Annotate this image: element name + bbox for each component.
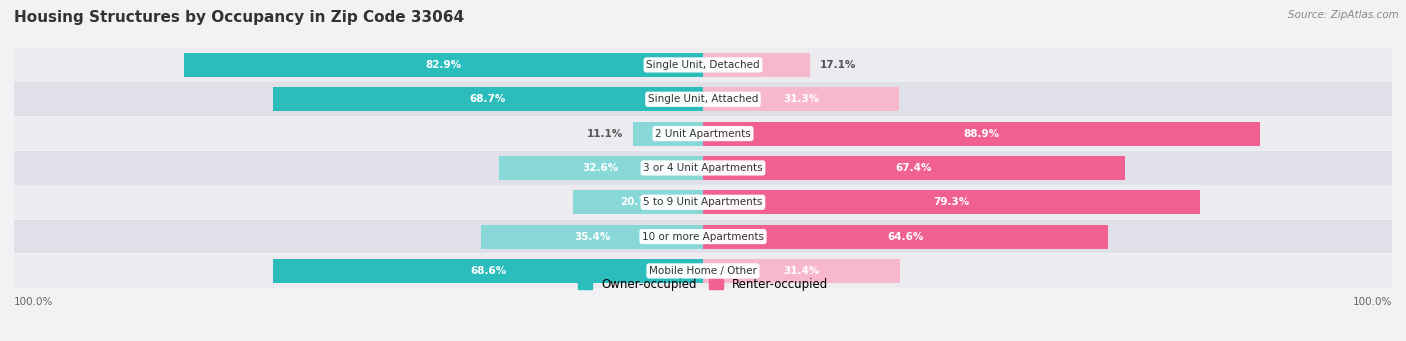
Text: 31.4%: 31.4% [783,266,820,276]
Text: 10 or more Apartments: 10 or more Apartments [643,232,763,241]
Text: 2 Unit Apartments: 2 Unit Apartments [655,129,751,138]
Bar [14,151,1392,185]
Text: 3 or 4 Unit Apartments: 3 or 4 Unit Apartments [643,163,763,173]
Text: 68.6%: 68.6% [470,266,506,276]
Bar [481,225,703,249]
Text: 5 to 9 Unit Apartments: 5 to 9 Unit Apartments [644,197,762,207]
Text: Housing Structures by Occupancy in Zip Code 33064: Housing Structures by Occupancy in Zip C… [14,10,464,25]
Text: Single Unit, Attached: Single Unit, Attached [648,94,758,104]
Bar [184,53,703,77]
Bar [703,225,1108,249]
Text: 32.6%: 32.6% [582,163,619,173]
Bar [14,48,1392,82]
Legend: Owner-occupied, Renter-occupied: Owner-occupied, Renter-occupied [572,273,834,296]
Text: 31.3%: 31.3% [783,94,820,104]
Text: 82.9%: 82.9% [426,60,461,70]
Bar [703,122,1260,146]
Bar [14,220,1392,253]
Text: 64.6%: 64.6% [887,232,924,241]
Bar [499,156,703,180]
Text: 17.1%: 17.1% [820,60,856,70]
Bar [273,87,703,111]
Bar [273,259,703,283]
Text: 68.7%: 68.7% [470,94,506,104]
Text: 35.4%: 35.4% [574,232,610,241]
Text: Source: ZipAtlas.com: Source: ZipAtlas.com [1288,10,1399,20]
Bar [703,87,898,111]
Text: 100.0%: 100.0% [14,297,53,307]
Bar [703,190,1199,214]
Bar [634,122,703,146]
Bar [14,186,1392,219]
Text: 100.0%: 100.0% [1353,297,1392,307]
Text: 20.7%: 20.7% [620,197,657,207]
Bar [574,190,703,214]
Text: 79.3%: 79.3% [934,197,970,207]
Bar [703,259,900,283]
Text: Single Unit, Detached: Single Unit, Detached [647,60,759,70]
Bar [703,156,1125,180]
Text: Mobile Home / Other: Mobile Home / Other [650,266,756,276]
Text: 67.4%: 67.4% [896,163,932,173]
Bar [14,83,1392,116]
Bar [14,254,1392,288]
Text: 11.1%: 11.1% [588,129,623,138]
Text: 88.9%: 88.9% [963,129,1000,138]
Bar [703,53,810,77]
Bar [14,117,1392,150]
